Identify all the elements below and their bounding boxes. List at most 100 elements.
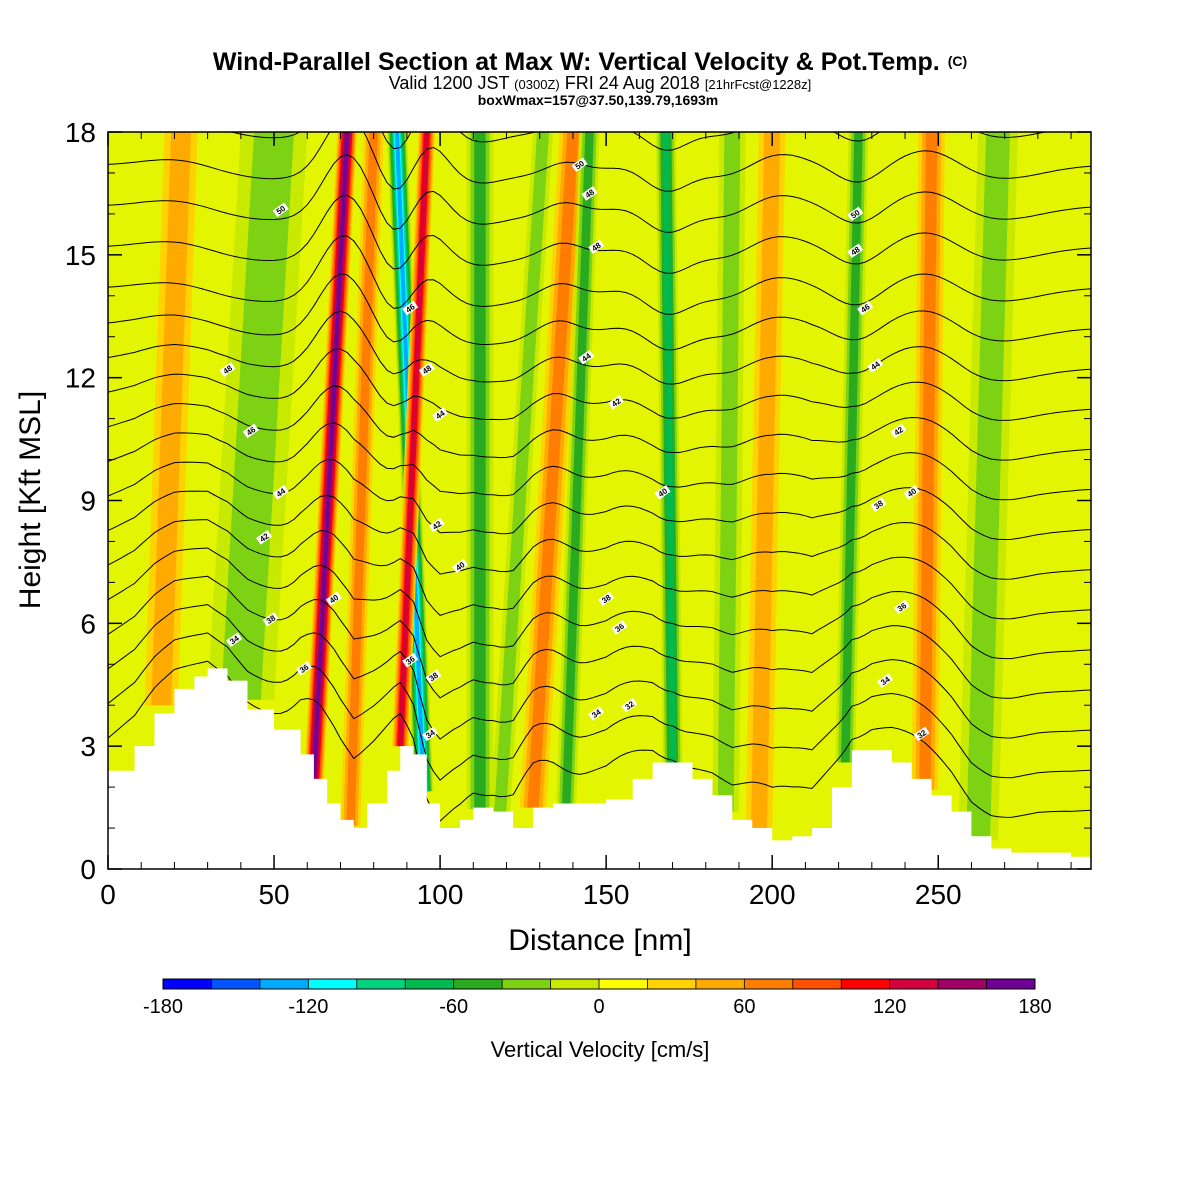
theta-contour	[108, 235, 1091, 315]
x-tick-label: 200	[749, 879, 796, 910]
contour-label: 38	[598, 591, 615, 607]
contour-label: 48	[581, 186, 598, 201]
subtitle-part-2: (0300Z)	[514, 77, 560, 92]
contour-label: 40	[451, 558, 469, 574]
x-tick-label: 50	[258, 879, 289, 910]
y-axis-label: Height [Kft MSL]	[14, 391, 47, 609]
contour-label: 34	[422, 726, 439, 742]
contour-label-bg	[913, 726, 930, 742]
contour-labels: 50 48 46 44 42 38 34 36 40 46 48 44 42 40 36 38 34 50 48 48…	[219, 157, 930, 742]
contour-label: 48	[418, 362, 435, 377]
velocity-band	[398, 132, 429, 747]
y-tick-label: 3	[80, 731, 96, 762]
colorbar-swatch	[647, 979, 697, 989]
contour-label: 40	[903, 485, 920, 500]
contour-label-bg	[272, 485, 289, 500]
contour-label: 44	[867, 358, 884, 373]
subtitle-part-3: FRI 24 Aug 2018	[560, 73, 705, 93]
colorbar-swatch	[211, 979, 261, 989]
contour-label: 38	[262, 611, 279, 627]
contour-label-bg	[428, 517, 445, 533]
colorbar-swatch	[695, 979, 745, 989]
plot-area: 50 48 46 44 42 38 34 36 40 46 48 44 42 40 36 38 34 50 48 48…	[108, 132, 1091, 869]
velocity-band	[312, 132, 349, 779]
x-tick-label: 150	[583, 879, 630, 910]
colorbar-label: Vertical Velocity [cm/s]	[491, 1037, 710, 1062]
contour-label-bg	[877, 673, 894, 688]
colorbar-tick-label: -60	[439, 996, 468, 1018]
theta-contour	[108, 459, 1091, 541]
contour-label-bg	[621, 697, 638, 713]
colorbar-swatch	[841, 979, 891, 989]
velocity-band	[493, 132, 550, 818]
y-tick-label: 6	[80, 608, 96, 639]
contour-label: 38	[425, 669, 442, 684]
colorbar-tick-label: 60	[733, 996, 755, 1018]
velocity-band	[151, 132, 192, 706]
contour-label-bg	[272, 202, 289, 218]
contour-label-bg	[893, 599, 910, 615]
velocity-band	[966, 132, 1010, 841]
y-tick-label: 18	[65, 117, 96, 148]
theta-contour	[108, 348, 1091, 421]
subtitle-part-1: Valid 1200 JST	[389, 73, 514, 93]
contour-label-bg	[588, 239, 605, 254]
contour-label: 42	[428, 517, 445, 533]
contour-label: 50	[272, 202, 289, 218]
colorbar-swatch	[938, 979, 988, 989]
contour-label: 36	[402, 652, 419, 668]
contour-label-bg	[847, 206, 864, 222]
y-tick-label: 15	[65, 240, 96, 271]
velocity-band	[750, 132, 781, 833]
contour-label: 50	[847, 206, 864, 222]
velocity-band	[840, 132, 863, 763]
x-tick-label: 250	[915, 879, 962, 910]
contour-label: 34	[588, 706, 605, 721]
contour-label: 34	[877, 673, 894, 688]
velocity-band	[717, 132, 741, 812]
contour-label-bg	[402, 300, 419, 316]
contour-label-bg	[890, 423, 907, 439]
contour-label-bg	[867, 358, 884, 373]
x-tick-label: 0	[100, 879, 116, 910]
theta-contour	[108, 632, 1091, 781]
y-tick-label: 9	[80, 486, 96, 517]
contour-label-bg	[870, 497, 887, 512]
contour-label-bg	[451, 558, 469, 574]
colorbar-swatch	[259, 979, 309, 989]
contour-label-bg	[402, 652, 419, 668]
contour-label: 36	[295, 661, 312, 676]
colorbar-tick-label: 120	[873, 996, 906, 1018]
theta-contour	[108, 154, 1091, 233]
colorbar-swatch	[599, 979, 648, 989]
colorbar-swatch	[356, 979, 406, 989]
velocity-band	[527, 132, 579, 808]
chart-title-mark: (C)	[948, 53, 967, 69]
velocity-band	[346, 132, 378, 827]
contour-label-bg	[418, 362, 435, 377]
contour-label-bg	[432, 407, 449, 422]
chart-subtitle: Valid 1200 JST (0300Z) FRI 24 Aug 2018 […	[389, 73, 811, 93]
contour-label: 46	[242, 423, 259, 439]
velocity-band	[220, 132, 294, 700]
theta-contours	[108, 132, 1091, 822]
velocity-band	[662, 132, 676, 763]
contour-label: 34	[226, 632, 243, 648]
theta-contour	[108, 519, 1091, 620]
theta-contour	[108, 310, 1091, 385]
colorbar-swatch	[502, 979, 552, 989]
chart-subtitle-2: boxWmax=157@37.50,139.79,1693m	[478, 92, 719, 108]
contour-label-bg	[608, 394, 625, 410]
contour-label: 36	[611, 620, 628, 635]
theta-contour	[108, 604, 1091, 740]
velocity-field	[144, 132, 1018, 841]
colorbar-swatch	[308, 979, 358, 989]
contour-label: 48	[588, 239, 605, 254]
contour-label: 40	[325, 591, 342, 607]
contour-label: 44	[272, 485, 289, 500]
colorbar-swatch	[889, 979, 939, 989]
contour-label-bg	[654, 485, 671, 500]
x-axis-label: Distance [nm]	[508, 924, 691, 957]
colorbar-tick-label: 180	[1018, 996, 1051, 1018]
contour-label: 48	[847, 243, 864, 259]
